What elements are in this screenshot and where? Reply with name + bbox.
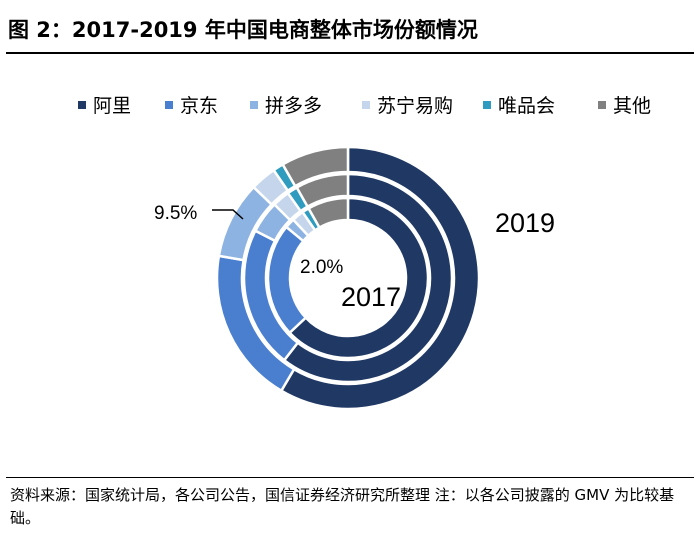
- figure-title: 图 2：2017-2019 年中国电商整体市场份额情况: [8, 18, 478, 42]
- ring-2019-segment-1: [279, 145, 481, 411]
- pdd-2017-value-label: 2.0%: [300, 257, 343, 278]
- legend-label-6: 其他: [613, 95, 651, 117]
- source-note: 资料来源：国家统计局，各公司公告，国信证券经济研究所整理 注：以各公司披露的 G…: [10, 486, 675, 527]
- legend: 阿里 京东 拼多多 苏宁易购 唯品会 其他: [78, 95, 651, 117]
- rings: [215, 145, 481, 411]
- legend-swatch-3: [250, 101, 258, 109]
- annotations: 2019 2017 9.5% 2.0%: [154, 203, 555, 312]
- legend-label-2: 京东: [180, 95, 218, 117]
- ring-2018-segment-6: [295, 172, 350, 209]
- legend-swatch-4: [362, 101, 370, 109]
- ring-2017-segment-6: [306, 196, 350, 230]
- legend-label-4: 苏宁易购: [377, 95, 453, 117]
- ring-2017-segment-1: [287, 196, 430, 360]
- title-divider: [6, 52, 694, 54]
- legend-swatch-1: [78, 101, 86, 109]
- source-divider: [6, 477, 694, 478]
- legend-label-1: 阿里: [93, 95, 131, 117]
- outer-ring-year-label: 2019: [495, 208, 555, 238]
- legend-label-5: 唯品会: [498, 95, 555, 117]
- pdd-2019-value-label: 9.5%: [154, 203, 197, 224]
- donut-chart: 阿里 京东 拼多多 苏宁易购 唯品会 其他 2019 2017 9.5% 2.0%: [78, 95, 651, 411]
- ring-2018-segment-1: [282, 172, 454, 384]
- legend-swatch-5: [483, 101, 491, 109]
- legend-label-3: 拼多多: [265, 95, 322, 117]
- ring-2019-segment-6: [281, 145, 350, 188]
- legend-swatch-6: [598, 101, 606, 109]
- pdd-2019-leader-line: [212, 209, 244, 220]
- legend-swatch-2: [165, 101, 173, 109]
- inner-ring-year-label: 2017: [341, 282, 401, 312]
